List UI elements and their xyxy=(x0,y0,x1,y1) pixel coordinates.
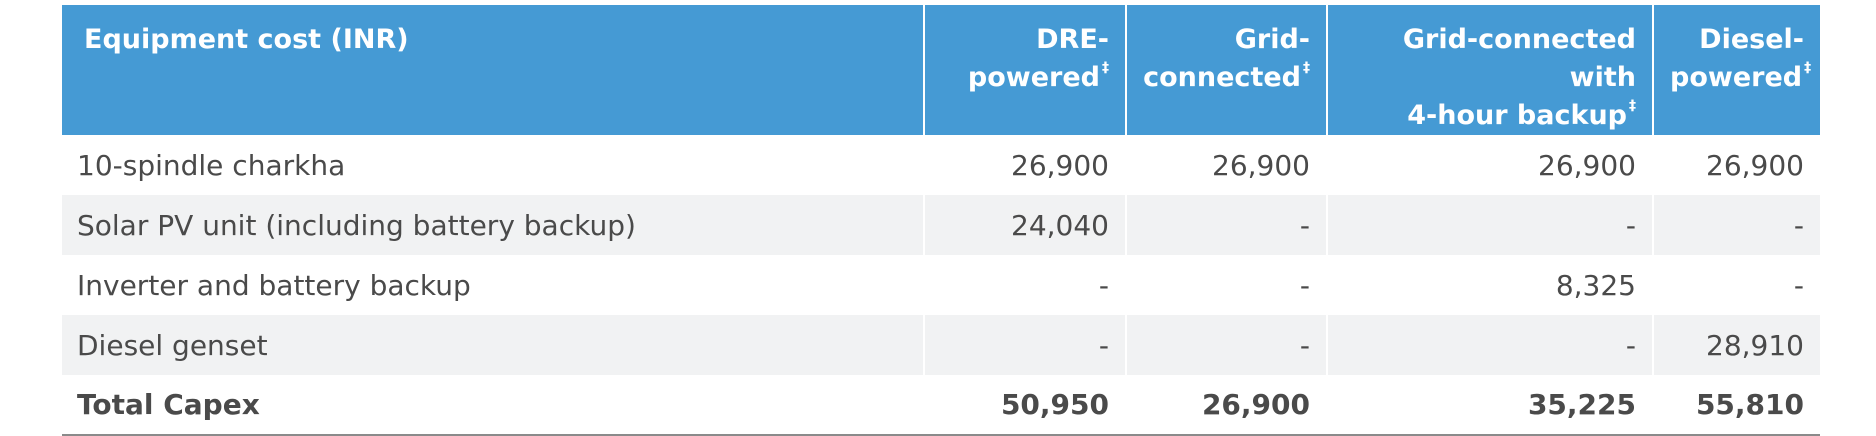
footnote-mark: ‡ xyxy=(1303,60,1310,76)
header-row: Equipment cost (INR) DRE- powered ‡ Grid-… xyxy=(62,5,1820,135)
footnote-mark: ‡ xyxy=(1102,60,1109,76)
row-label: Total Capex xyxy=(62,375,924,436)
header-line: powered xyxy=(1670,62,1803,93)
cell-value: - xyxy=(1652,255,1820,315)
cell-value: 26,900 xyxy=(1652,135,1820,195)
header-line: Equipment cost (INR) xyxy=(84,24,409,55)
cell-value: 8,325 xyxy=(1326,255,1653,315)
cell-value: - xyxy=(1125,255,1327,315)
cell-value: 24,040 xyxy=(923,195,1126,255)
cell-value: 26,900 xyxy=(923,135,1126,195)
total-row: Total Capex 50,950 26,900 35,225 55,810 xyxy=(62,375,1820,436)
cell-value: - xyxy=(923,255,1126,315)
cell-value: - xyxy=(1652,195,1820,255)
header-equipment-cost: Equipment cost (INR) xyxy=(62,5,924,135)
header-line: DRE- xyxy=(1036,24,1109,55)
row-label: Solar PV unit (including battery backup) xyxy=(62,195,924,255)
cell-value: 50,950 xyxy=(923,375,1126,436)
equipment-cost-table: Equipment cost (INR) DRE- powered ‡ Grid-… xyxy=(62,5,1820,436)
header-line: connected xyxy=(1143,62,1301,93)
table-row: Diesel genset - - - 28,910 xyxy=(62,315,1820,375)
header-line: Grid-connected with xyxy=(1402,24,1636,93)
cell-value: 26,900 xyxy=(1326,135,1653,195)
cell-value: - xyxy=(1125,195,1327,255)
cell-value: 26,900 xyxy=(1125,375,1327,436)
header-dre-powered: DRE- powered ‡ xyxy=(923,5,1126,135)
cell-value: 55,810 xyxy=(1652,375,1820,436)
table-row: Inverter and battery backup - - 8,325 - xyxy=(62,255,1820,315)
header-line: Diesel- xyxy=(1699,24,1804,55)
cell-value: - xyxy=(1326,195,1653,255)
table-header: Equipment cost (INR) DRE- powered ‡ Grid-… xyxy=(62,5,1820,135)
header-grid-connected-backup: Grid-connected with 4-hour backup ‡ xyxy=(1326,5,1653,135)
table-row: Solar PV unit (including battery backup)… xyxy=(62,195,1820,255)
footnote-mark: ‡ xyxy=(1804,60,1812,76)
header-line: powered xyxy=(967,62,1100,93)
row-label: Diesel genset xyxy=(62,315,924,375)
header-grid-connected: Grid- connected ‡ xyxy=(1125,5,1327,135)
row-label: 10-spindle charkha xyxy=(77,148,346,182)
cell-value: - xyxy=(1125,315,1327,375)
cell-value: 28,910 xyxy=(1652,315,1820,375)
header-diesel-powered: Diesel- powered ‡ xyxy=(1652,5,1820,135)
header-line: Grid- xyxy=(1234,24,1310,55)
cell-value: 26,900 xyxy=(1125,135,1327,195)
header-line: 4-hour backup xyxy=(1407,100,1627,131)
cell-value: - xyxy=(1326,315,1653,375)
cell-value: 35,225 xyxy=(1326,375,1653,436)
table-row: 10-spindle charkha 26,900 26,900 26,900 … xyxy=(62,135,1820,195)
table-body: 10-spindle charkha 26,900 26,900 26,900 … xyxy=(62,135,1820,436)
row-label: Inverter and battery backup xyxy=(77,268,471,302)
cell-value: - xyxy=(923,315,1126,375)
footnote-mark: ‡ xyxy=(1629,98,1636,114)
